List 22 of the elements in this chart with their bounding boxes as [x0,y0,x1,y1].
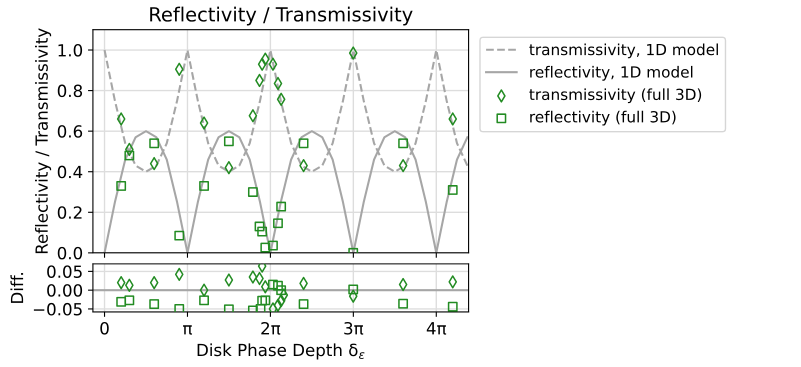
legend-label: reflectivity, 1D model [530,66,692,81]
x-tick-label: π [183,325,192,335]
y-tick-label: 0.6 [58,125,82,138]
x-tick-label: 4π [426,322,446,335]
x-tick-label: 3π [344,322,364,335]
y-tick-label: 0.2 [58,206,82,219]
x-axis-title: Disk Phase Depth δ$_{ε}$ [198,343,364,360]
y-tick-label: 1.0 [58,44,82,57]
chart-title: Reflectivity / Transmissivity [150,6,413,26]
y-tick-label: −0.05 [34,302,82,316]
y-tick-label: 0.4 [58,166,82,178]
y-axis-title: Reflectivity / Transmissivity [35,28,52,254]
y-tick-label: 0.00 [47,284,82,297]
y-tick-label: 0.8 [58,84,82,98]
y-axis-title: Diff. [10,273,24,303]
y-tick-label: 0.0 [58,246,82,260]
legend-label: transmissivity (full 3D) [529,88,702,104]
y-tick-label: 0.05 [47,265,82,278]
x-tick-label: 0 [100,322,109,335]
legend-label: transmissivity, 1D model [529,43,718,58]
x-tick-label: 2π [261,322,280,335]
legend-label: reflectivity (full 3D) [530,110,676,126]
